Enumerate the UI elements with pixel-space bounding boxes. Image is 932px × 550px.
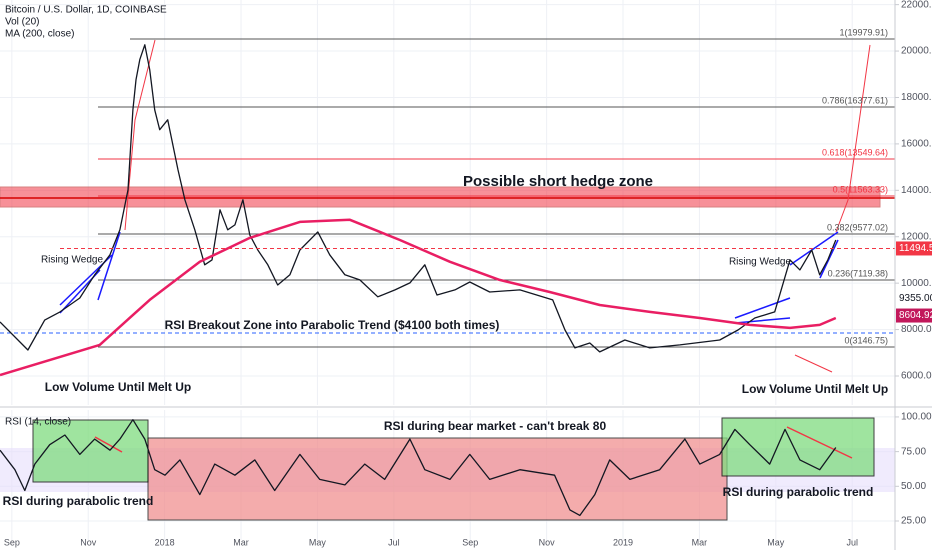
- x-tick-label: Jul: [388, 537, 400, 547]
- x-tick-label: 2019: [613, 537, 633, 547]
- y-tick-label: 10000.0: [901, 278, 932, 289]
- fib-group: [98, 38, 895, 348]
- x-tick-label: Nov: [80, 537, 97, 547]
- y-tick-label: 16000.0: [901, 139, 932, 150]
- price-tag: [896, 308, 932, 323]
- x-tick-label: May: [767, 537, 785, 547]
- x-tick-label: Mar: [233, 537, 249, 547]
- wedge-line: [819, 239, 839, 279]
- indicator-label: Vol (20): [5, 17, 39, 28]
- rsi-trend: [786, 426, 853, 459]
- x-tick-label: Sep: [4, 537, 20, 547]
- x-tick-label: 2018: [155, 537, 175, 547]
- price-tag: [896, 291, 932, 306]
- arrows: [94, 39, 871, 459]
- arrow: [794, 354, 833, 373]
- x-tick-label: Mar: [692, 537, 708, 547]
- y-tick-label: 100.00: [901, 412, 932, 423]
- annotation: RSI during parabolic trend: [3, 494, 154, 508]
- wedge-line: [734, 317, 791, 324]
- rsi-trend: [94, 436, 123, 453]
- series-line: [0, 44, 837, 353]
- annotation: Possible short hedge zone: [463, 173, 653, 190]
- arrow: [124, 39, 156, 231]
- plot: [0, 44, 895, 517]
- wedge-line: [789, 231, 839, 266]
- x-tick-label: Nov: [539, 537, 556, 547]
- y-tick-label: 75.00: [901, 446, 926, 457]
- annotation: RSI Breakout Zone into Parabolic Trend (…: [165, 318, 500, 332]
- y-tick-label: 18000.0: [901, 92, 932, 103]
- annotation: RSI during bear market - can't break 80: [384, 419, 607, 433]
- y-tick-label: 22000.0: [901, 0, 932, 10]
- x-tick-label: Sep: [462, 537, 478, 547]
- series-line: [0, 419, 837, 517]
- y-tick-label: 12000.0: [901, 231, 932, 242]
- y-tick-label: 20000.0: [901, 46, 932, 57]
- fib-label: 0.618(13549.64): [822, 147, 888, 157]
- annotation: RSI during parabolic trend: [723, 485, 874, 499]
- chart-title: Bitcoin / U.S. Dollar, 1D, COINBASE: [5, 5, 167, 16]
- rsi-zone-red: [147, 437, 728, 521]
- legend-entry: MA (200, close): [5, 29, 74, 40]
- y-tick-label: 50.00: [901, 481, 926, 492]
- rsi-zone-green: [721, 417, 875, 477]
- series-line: [0, 218, 837, 377]
- wedge-line: [734, 297, 791, 319]
- fib-label: 0.786(16377.61): [822, 95, 888, 105]
- x-tick-label: May: [309, 537, 327, 547]
- annotation: Low Volume Until Melt Up: [45, 380, 191, 394]
- rsi-zone-green: [32, 419, 149, 483]
- annotation: Rising Wedge: [41, 255, 104, 266]
- fib-label: 0.5(11563.33): [833, 184, 888, 194]
- annotation: Low Volume Until Melt Up: [742, 382, 888, 396]
- fib-label: 1(19979.91): [839, 27, 888, 37]
- y-tick-label: 25.00: [901, 516, 926, 527]
- y-tick-label: 14000.0: [901, 185, 932, 196]
- annotation: Rising Wedge: [729, 257, 792, 268]
- y-tick-label: 8000.0: [901, 324, 932, 335]
- price-tag-label: 8604.92: [899, 310, 932, 321]
- fib-label: 0.236(7119.38): [828, 268, 888, 278]
- price-tag-label: 11494.5: [899, 243, 932, 254]
- legend-entry: RSI (14, close): [5, 417, 71, 428]
- y-tick-label: 6000.0: [901, 371, 932, 382]
- hedge-zone: [0, 186, 881, 208]
- fib-label: 0(3146.75): [844, 335, 888, 345]
- arrow: [835, 44, 871, 233]
- wedge-line: [97, 231, 121, 301]
- x-tick-label: Jul: [846, 537, 858, 547]
- price-tag-label: 9355.00: [899, 293, 932, 304]
- fib-label: 0.382(9577.02): [827, 222, 888, 232]
- price-tag: [896, 241, 932, 256]
